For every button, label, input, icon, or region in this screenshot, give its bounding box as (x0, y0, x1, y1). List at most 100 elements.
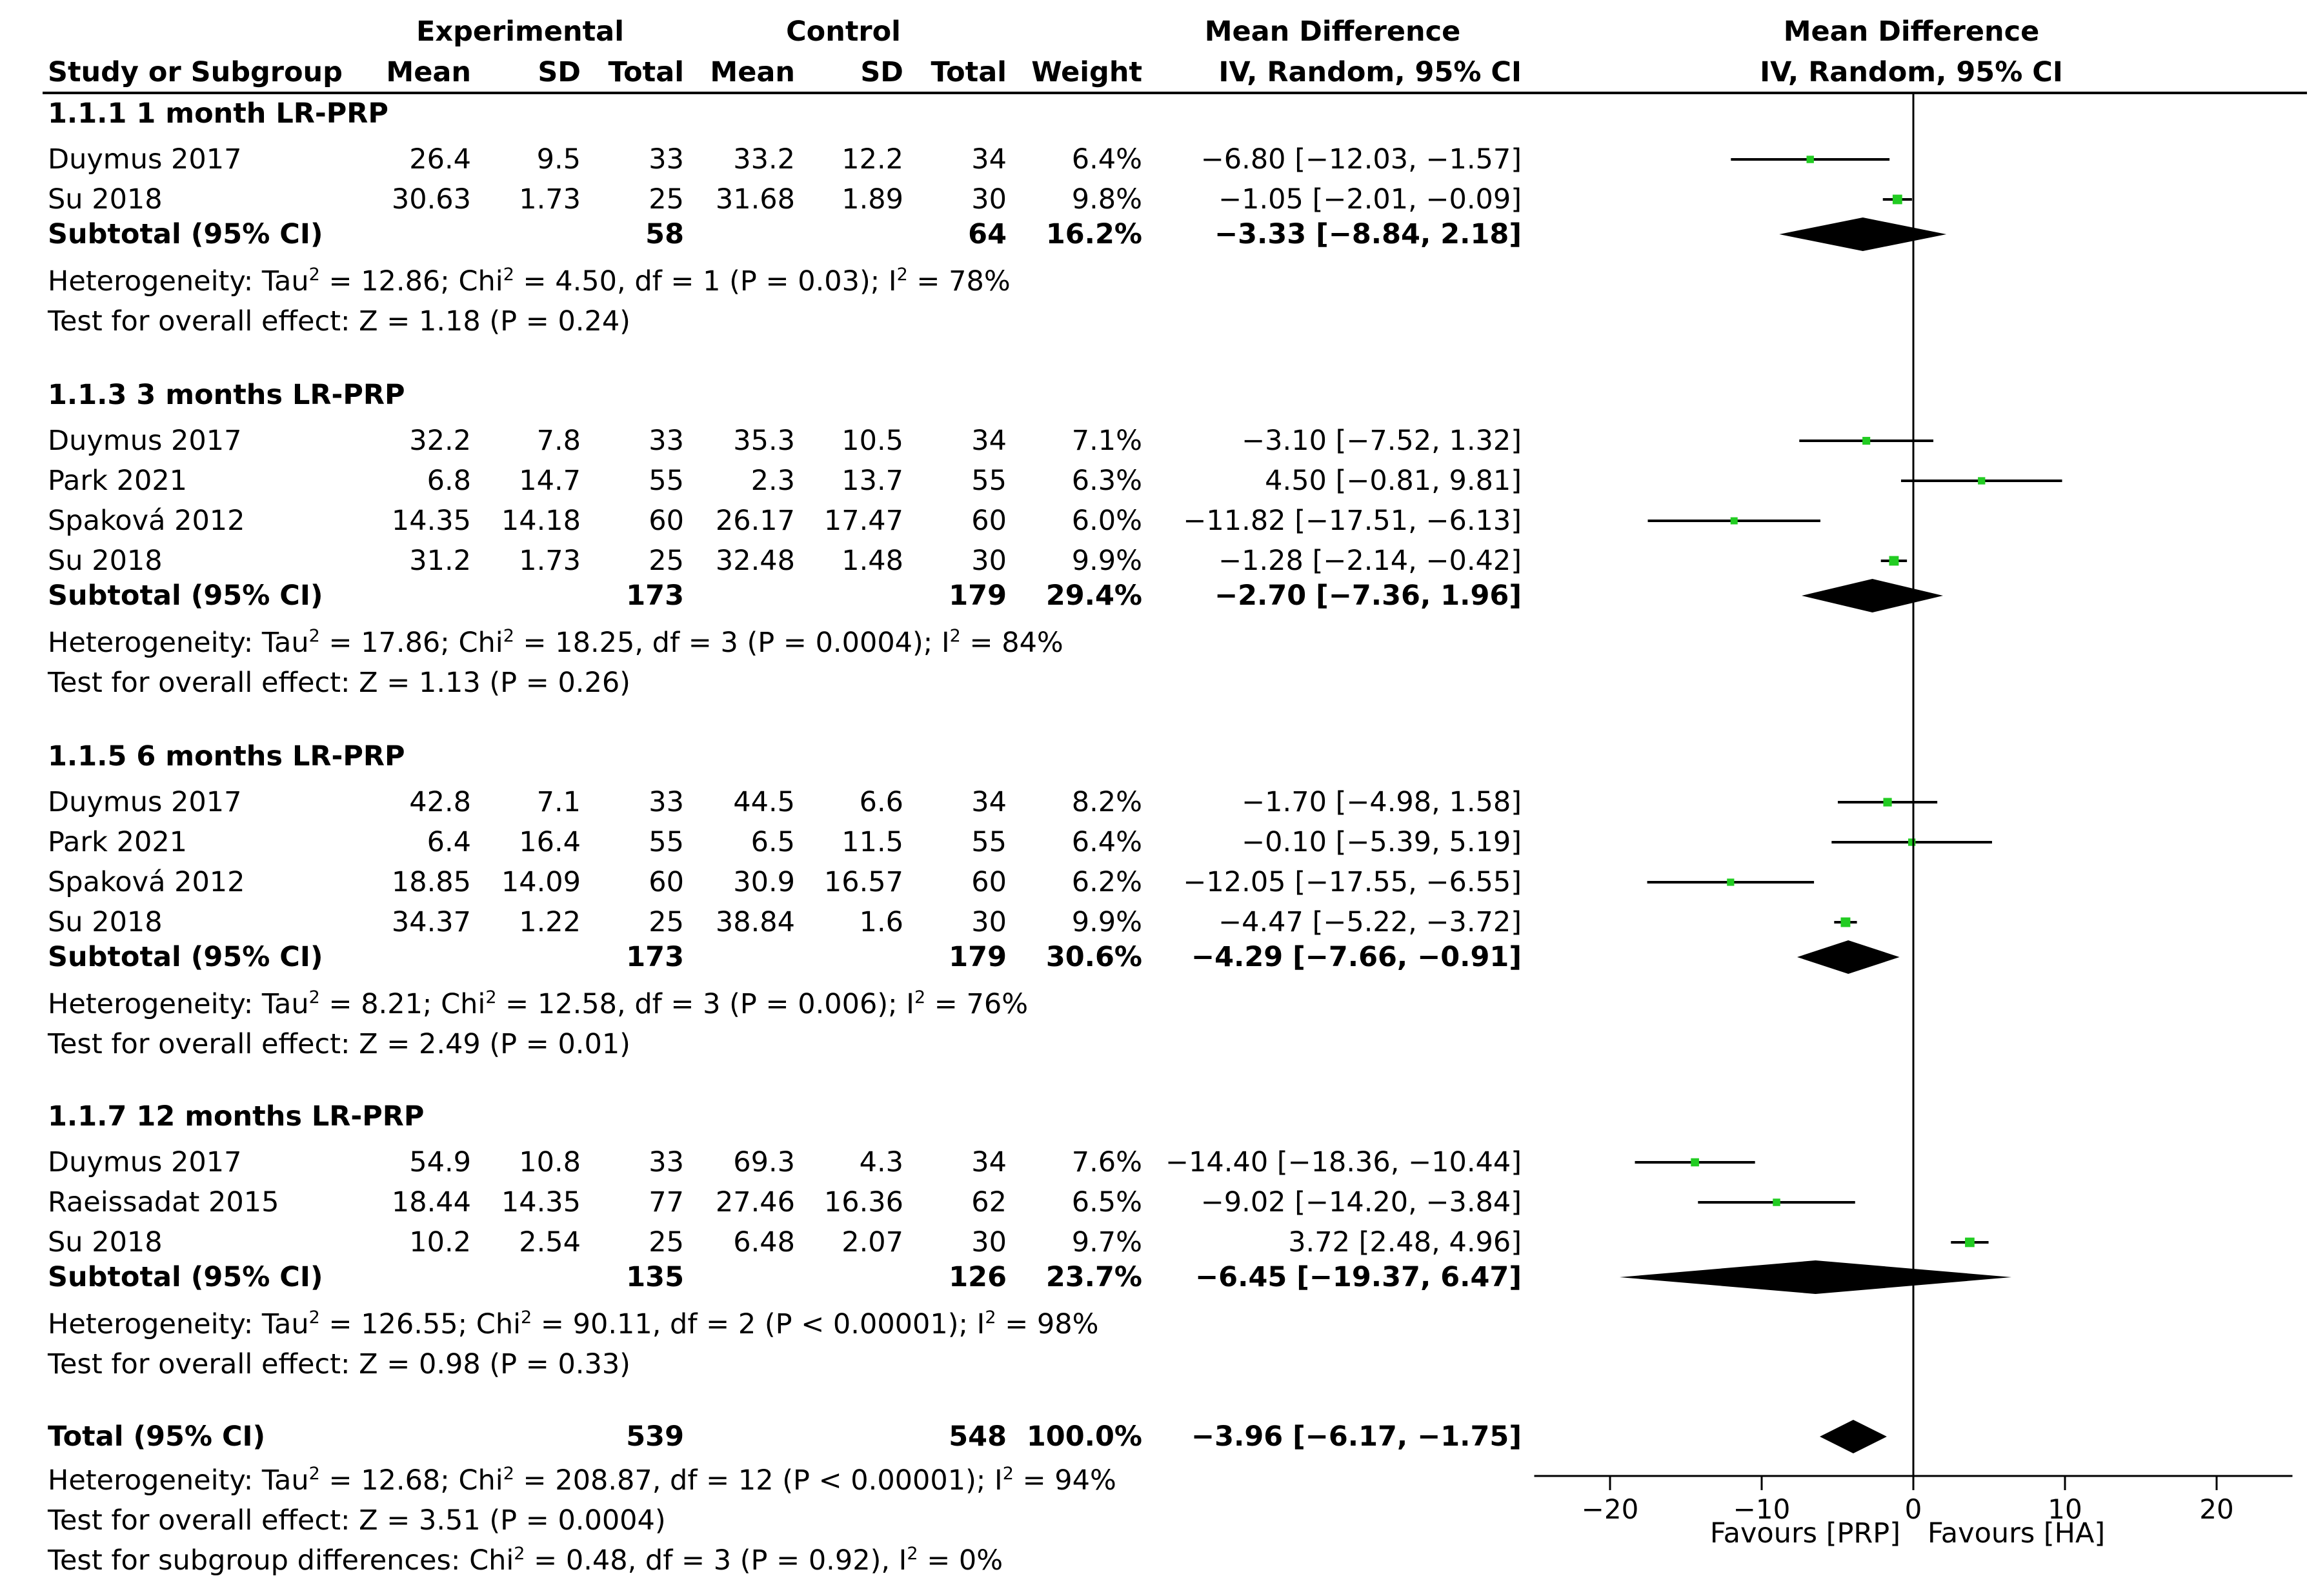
subgroup-1-study-1-ci: −6.80 [−12.03, −1.57] (1201, 143, 1522, 176)
subgroup-3-study-3-ci: −12.05 [−17.55, −6.55] (1183, 866, 1522, 898)
subgroup-2-subtotal-diamond (1802, 579, 1944, 612)
subgroup-4-subtotal-weight: 23.7% (1046, 1261, 1142, 1293)
header-exp-total: Total (609, 56, 684, 88)
subgroup-2-study-3-label: Spaková 2012 (48, 505, 245, 537)
header-weight: Weight (1031, 56, 1142, 88)
subgroup-4-subtotal-c-total: 126 (949, 1261, 1007, 1293)
subgroup-2-study-3-weight: 6.0% (1072, 505, 1142, 537)
subgroup-3-study-3-label: Spaková 2012 (48, 866, 245, 898)
table-header: Experimental Control Mean Difference Mea… (48, 15, 2063, 88)
subgroup-1-study-1-c-total: 34 (971, 143, 1007, 176)
total-label: Total (95% CI) (48, 1420, 265, 1453)
header-exp-mean: Mean (386, 56, 471, 88)
header-plot-title: Mean Difference (1784, 15, 2040, 48)
header-control: Control (786, 15, 901, 48)
subgroup-4-study-2-c-total: 62 (971, 1186, 1007, 1218)
subgroup-2-study-3-e-total: 60 (649, 505, 684, 537)
subgroup-2-study-2-e-mean: 6.8 (427, 465, 471, 497)
subgroup-3-title: 1.1.5 6 months LR-PRP (48, 740, 405, 773)
subgroup-3-subtotal-e-total: 173 (626, 941, 684, 973)
subgroup-4-study-3-c-total: 30 (971, 1226, 1007, 1258)
x-tick-label-4: 10 (2048, 1493, 2082, 1525)
subgroup-1-study-2-ci: −1.05 [−2.01, −0.09] (1218, 183, 1522, 216)
subgroup-3-subtotal-c-total: 179 (949, 941, 1007, 973)
subgroup-3-study-1-ci: −1.70 [−4.98, 1.58] (1242, 786, 1522, 818)
subgroup-3-study-4-weight: 9.9% (1072, 906, 1142, 938)
subgroup-4-study-1-c-total: 34 (971, 1146, 1007, 1178)
subgroup-3-study-2-ci: −0.10 [−5.39, 5.19] (1242, 826, 1522, 858)
subgroup-4-study-1-label: Duymus 2017 (48, 1146, 241, 1178)
subgroup-3-study-3-c-total: 60 (971, 866, 1007, 898)
subgroup-2-study-2-c-sd: 13.7 (841, 465, 903, 497)
subgroup-1-study-1-e-sd: 9.5 (537, 143, 581, 176)
subgroup-2-subtotal-c-total: 179 (949, 580, 1007, 612)
point-estimate-4 (1978, 477, 1986, 485)
total-heterogeneity: Heterogeneity: Tau2 = 12.68; Chi2 = 208.… (48, 1464, 1116, 1497)
subgroup-2-study-4-weight: 9.9% (1072, 545, 1142, 577)
header-ctrl-mean: Mean (710, 56, 795, 88)
subgroup-3-study-1-e-mean: 42.8 (409, 786, 471, 818)
subgroup-4-study-1-c-mean: 69.3 (733, 1146, 795, 1178)
subgroup-1-study-2-e-sd: 1.73 (519, 183, 581, 216)
subgroup-2-subtotal-label: Subtotal (95% CI) (48, 580, 323, 612)
subgroup-2-study-4-label: Su 2018 (48, 545, 163, 577)
subgroup-1-study-2-c-mean: 31.68 (716, 183, 795, 216)
subgroup-4-study-2-c-sd: 16.36 (824, 1186, 903, 1218)
subgroup-3-study-4-e-mean: 34.37 (392, 906, 471, 938)
subgroup-4-study-3-e-mean: 10.2 (409, 1226, 471, 1258)
subgroup-4-study-2-label: Raeissadat 2015 (48, 1186, 279, 1218)
point-estimate-12 (1773, 1198, 1780, 1206)
subgroup-2-study-3-c-mean: 26.17 (716, 505, 795, 537)
subgroup-2-subtotal-e-total: 173 (626, 580, 684, 612)
subgroup-3-study-1-c-total: 34 (971, 786, 1007, 818)
subgroup-4-heterogeneity: Heterogeneity: Tau2 = 126.55; Chi2 = 90.… (48, 1308, 1099, 1340)
x-tick-label-3: 0 (1905, 1493, 1922, 1525)
subgroup-2-study-1-label: Duymus 2017 (48, 425, 241, 457)
subgroup-3-study-1-label: Duymus 2017 (48, 786, 241, 818)
subgroup-1-subtotal-weight: 16.2% (1046, 218, 1142, 250)
subgroup-2-study-1-c-total: 34 (971, 425, 1007, 457)
subgroup-3-study-4-ci: −4.47 [−5.22, −3.72] (1218, 906, 1522, 938)
subgroup-1-study-2-label: Su 2018 (48, 183, 163, 216)
subgroup-3-study-2-e-sd: 16.4 (519, 826, 581, 858)
subgroup-2-study-2-ci: 4.50 [−0.81, 9.81] (1265, 465, 1522, 497)
subgroup-2-study-2-e-sd: 14.7 (519, 465, 581, 497)
subgroup-2-study-3-e-mean: 14.35 (392, 505, 471, 537)
subgroup-1-study-1-label: Duymus 2017 (48, 143, 241, 176)
subgroup-2-study-1-weight: 7.1% (1072, 425, 1142, 457)
header-plot-method: IV, Random, 95% CI (1760, 56, 2063, 88)
point-estimate-6 (1889, 556, 1899, 566)
subgroup-2-study-2-weight: 6.3% (1072, 465, 1142, 497)
subgroup-4-study-1-e-total: 33 (649, 1146, 684, 1178)
subgroup-2-study-2-c-total: 55 (971, 465, 1007, 497)
subgroup-2-study-1-e-total: 33 (649, 425, 684, 457)
subgroup-3-study-4-e-total: 25 (649, 906, 684, 938)
subgroup-2-study-1-c-mean: 35.3 (733, 425, 795, 457)
subgroup-3-study-4-c-total: 30 (971, 906, 1007, 938)
subgroup-1-study-1-c-mean: 33.2 (733, 143, 795, 176)
subgroup-2-study-4-e-mean: 31.2 (409, 545, 471, 577)
subgroup-2-study-2-e-total: 55 (649, 465, 684, 497)
subgroup-4-study-2-e-total: 77 (649, 1186, 684, 1218)
subgroup-3-study-4-e-sd: 1.22 (519, 906, 581, 938)
subgroup-1-subtotal-e-total: 58 (645, 218, 684, 250)
subgroup-1-study-2-e-mean: 30.63 (392, 183, 471, 216)
total-overall-effect: Test for overall effect: Z = 3.51 (P = 0… (47, 1504, 666, 1537)
subgroup-3-study-3-e-total: 60 (649, 866, 684, 898)
subgroup-2-heterogeneity: Heterogeneity: Tau2 = 17.86; Chi2 = 18.2… (48, 626, 1063, 659)
subgroup-3-study-1-e-total: 33 (649, 786, 684, 818)
subgroup-2-study-2-c-mean: 2.3 (751, 465, 795, 497)
subgroup-1-heterogeneity: Heterogeneity: Tau2 = 12.86; Chi2 = 4.50… (48, 265, 1011, 298)
subgroup-4-study-1-weight: 7.6% (1072, 1146, 1142, 1178)
subgroup-2-study-4-c-total: 30 (971, 545, 1007, 577)
forest-plot: −20 −10 0 10 20 Favours [PRP] Favours [HA] (1534, 93, 2293, 1550)
subgroup-2-study-4-e-total: 25 (649, 545, 684, 577)
subgroup-4-study-3-label: Su 2018 (48, 1226, 163, 1258)
point-estimate-5 (1730, 517, 1738, 525)
subgroup-1-study-2-c-sd: 1.89 (841, 183, 903, 216)
total-c-total: 548 (949, 1420, 1007, 1453)
subgroup-3-study-3-weight: 6.2% (1072, 866, 1142, 898)
header-ctrl-total: Total (931, 56, 1007, 88)
